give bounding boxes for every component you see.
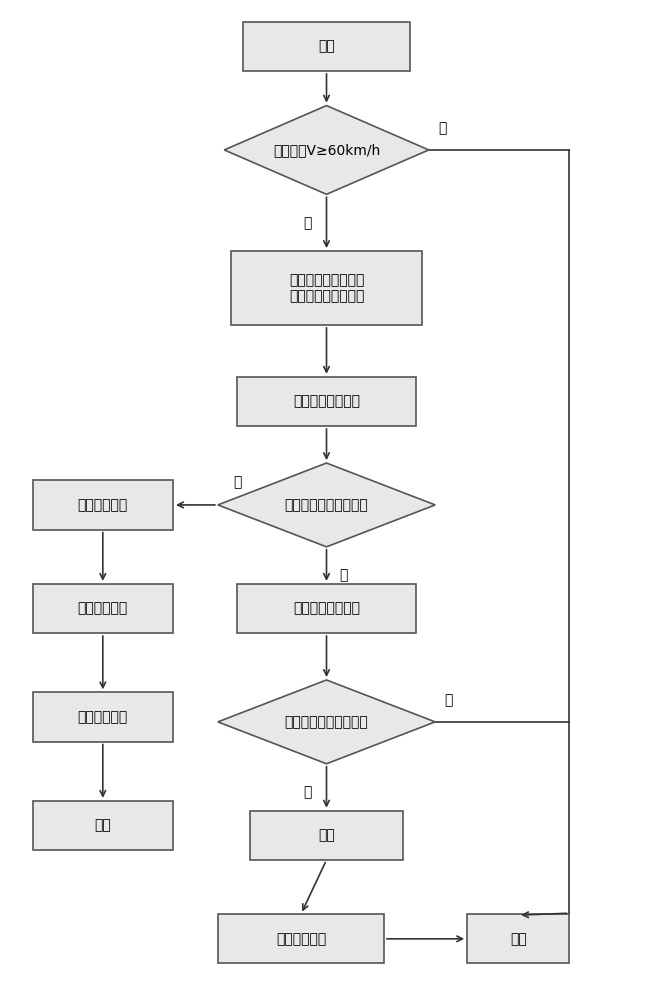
Text: 变道操作控制: 变道操作控制: [78, 710, 128, 724]
Text: 车距小于制动安全距离: 车距小于制动安全距离: [285, 498, 368, 512]
Text: 是: 是: [233, 475, 241, 489]
Text: 否: 否: [445, 693, 453, 707]
FancyBboxPatch shape: [33, 801, 173, 850]
FancyBboxPatch shape: [218, 914, 384, 963]
Text: 报警: 报警: [318, 828, 335, 842]
Text: 主动变道干预: 主动变道干预: [78, 498, 128, 512]
FancyBboxPatch shape: [33, 584, 173, 633]
FancyBboxPatch shape: [237, 377, 416, 426]
Text: 车距小于报警安全距离: 车距小于报警安全距离: [285, 715, 368, 729]
Polygon shape: [218, 463, 435, 547]
Text: 是: 是: [303, 785, 311, 799]
Text: 返回: 返回: [95, 818, 111, 832]
Text: 前方突然出现障碍物
或前方车辆突然减速: 前方突然出现障碍物 或前方车辆突然减速: [289, 273, 364, 303]
Text: 返回: 返回: [510, 932, 526, 946]
FancyBboxPatch shape: [467, 914, 569, 963]
Text: 计算制动安全距离: 计算制动安全距离: [293, 394, 360, 408]
Text: 否: 否: [438, 121, 447, 135]
Text: 自车速度V≥60km/h: 自车速度V≥60km/h: [273, 143, 380, 157]
Text: 变道路径规划: 变道路径规划: [78, 601, 128, 615]
Text: 开始: 开始: [318, 39, 335, 53]
FancyBboxPatch shape: [250, 811, 403, 860]
Polygon shape: [224, 106, 429, 194]
FancyBboxPatch shape: [244, 22, 409, 71]
Text: 是: 是: [303, 216, 311, 230]
Text: 否: 否: [340, 569, 347, 583]
FancyBboxPatch shape: [33, 480, 173, 530]
Text: 计算安全报警距离: 计算安全报警距离: [293, 601, 360, 615]
FancyBboxPatch shape: [237, 584, 416, 633]
Polygon shape: [218, 680, 435, 764]
FancyBboxPatch shape: [33, 692, 173, 742]
Text: 变道方向提示: 变道方向提示: [276, 932, 326, 946]
FancyBboxPatch shape: [231, 251, 422, 325]
